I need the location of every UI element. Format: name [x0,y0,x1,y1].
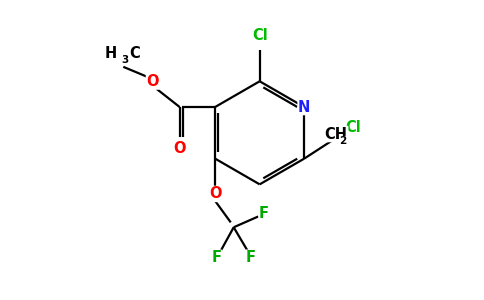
Text: F: F [212,250,222,265]
Text: Cl: Cl [346,120,361,135]
Text: O: O [173,141,186,156]
Text: H: H [104,46,117,61]
Text: 3: 3 [121,56,129,65]
Text: F: F [259,206,269,221]
Text: CH: CH [325,127,348,142]
Text: Cl: Cl [252,28,268,43]
Text: N: N [298,100,310,115]
Text: O: O [147,74,159,89]
Text: C: C [129,46,140,61]
Text: O: O [209,186,221,201]
Text: F: F [246,250,256,265]
Text: 2: 2 [339,136,347,146]
